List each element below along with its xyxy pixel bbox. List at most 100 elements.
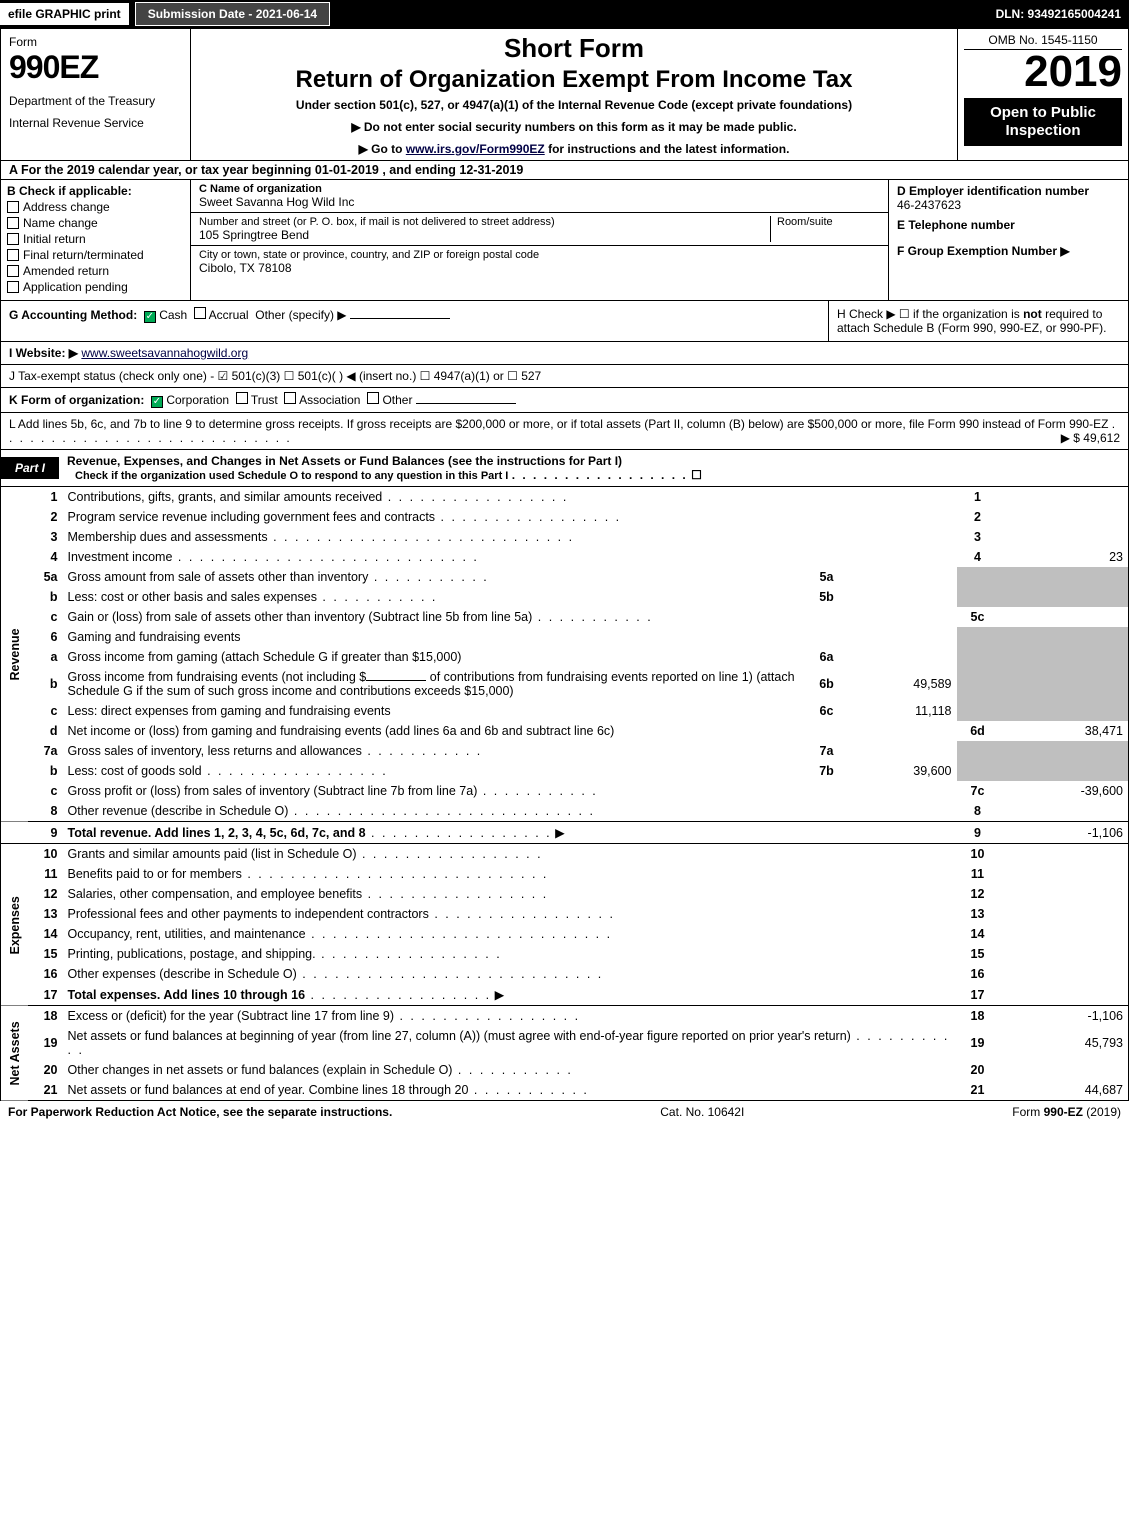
table-row: c Gain or (loss) from sale of assets oth… bbox=[1, 607, 1129, 627]
line-amount-shade bbox=[999, 587, 1129, 607]
table-row: 12 Salaries, other compensation, and emp… bbox=[1, 884, 1129, 904]
line-desc: Gross profit or (loss) from sales of inv… bbox=[63, 781, 957, 801]
goto-line: ▶ Go to www.irs.gov/Form990EZ for instru… bbox=[201, 142, 947, 156]
header-right: OMB No. 1545-1150 2019 Open to Public In… bbox=[958, 29, 1128, 160]
part1-sub-chk: ☐ bbox=[691, 468, 702, 482]
line-desc: Program service revenue including govern… bbox=[63, 507, 957, 527]
line-desc: Total expenses. Add lines 10 through 16 … bbox=[63, 984, 957, 1006]
table-row: 17 Total expenses. Add lines 10 through … bbox=[1, 984, 1129, 1006]
line-amount-shade bbox=[999, 667, 1129, 701]
line-box-shade bbox=[957, 587, 999, 607]
line-num: 6 bbox=[29, 627, 63, 647]
line-box: 10 bbox=[957, 844, 999, 864]
table-row: 13 Professional fees and other payments … bbox=[1, 904, 1129, 924]
line-desc: Gross income from gaming (attach Schedul… bbox=[63, 647, 807, 667]
table-row: a Gross income from gaming (attach Sched… bbox=[1, 647, 1129, 667]
chk-final-return[interactable]: Final return/terminated bbox=[7, 248, 184, 262]
chk-application-pending[interactable]: Application pending bbox=[7, 280, 184, 294]
chk-address-change[interactable]: Address change bbox=[7, 200, 184, 214]
line-amount bbox=[999, 864, 1129, 884]
table-row: 16 Other expenses (describe in Schedule … bbox=[1, 964, 1129, 984]
line-box: 3 bbox=[957, 527, 999, 547]
inbox-label: 6c bbox=[807, 701, 847, 721]
chk-cash-icon: ✓ bbox=[144, 311, 156, 323]
line-desc: Less: cost of goods sold bbox=[63, 761, 807, 781]
form-code: 990EZ bbox=[9, 49, 182, 86]
part1-title-wrap: Revenue, Expenses, and Changes in Net As… bbox=[59, 450, 1128, 486]
chk-amended-return[interactable]: Amended return bbox=[7, 264, 184, 278]
table-row: d Net income or (loss) from gaming and f… bbox=[1, 721, 1129, 741]
line-amount bbox=[999, 801, 1129, 822]
k-other: Other bbox=[382, 393, 412, 407]
table-row: b Gross income from fundraising events (… bbox=[1, 667, 1129, 701]
table-row: b Less: cost of goods sold 7b 39,600 bbox=[1, 761, 1129, 781]
revenue-section-label: Revenue bbox=[1, 487, 29, 822]
line-amount bbox=[999, 924, 1129, 944]
k-label: K Form of organization: bbox=[9, 393, 144, 407]
line-desc: Net income or (loss) from gaming and fun… bbox=[63, 721, 957, 741]
line-num: c bbox=[29, 701, 63, 721]
table-row: c Less: direct expenses from gaming and … bbox=[1, 701, 1129, 721]
line-amount bbox=[999, 607, 1129, 627]
line-desc: Salaries, other compensation, and employ… bbox=[63, 884, 957, 904]
footer-right: Form 990-EZ (2019) bbox=[1012, 1105, 1121, 1119]
line-desc: Other changes in net assets or fund bala… bbox=[63, 1060, 957, 1080]
inbox-label: 6b bbox=[807, 667, 847, 701]
chk-initial-return[interactable]: Initial return bbox=[7, 232, 184, 246]
line-box-shade bbox=[957, 667, 999, 701]
line-amount: 38,471 bbox=[999, 721, 1129, 741]
short-form-title: Short Form bbox=[201, 33, 947, 64]
line-box: 7c bbox=[957, 781, 999, 801]
org-name: Sweet Savanna Hog Wild Inc bbox=[199, 195, 880, 209]
chk-name-change[interactable]: Name change bbox=[7, 216, 184, 230]
line-box: 12 bbox=[957, 884, 999, 904]
return-title: Return of Organization Exempt From Incom… bbox=[201, 66, 947, 94]
part1-sub-dots bbox=[512, 468, 688, 482]
line-desc: Net assets or fund balances at end of ye… bbox=[63, 1080, 957, 1101]
part1-title: Revenue, Expenses, and Changes in Net As… bbox=[67, 454, 622, 468]
line-amount: -1,106 bbox=[999, 822, 1129, 844]
line-box: 21 bbox=[957, 1080, 999, 1101]
line-num: 21 bbox=[29, 1080, 63, 1101]
line-box: 13 bbox=[957, 904, 999, 924]
line-num: b bbox=[29, 587, 63, 607]
netassets-section-label: Net Assets bbox=[1, 1006, 29, 1101]
line-amount bbox=[999, 507, 1129, 527]
inbox-value bbox=[847, 587, 957, 607]
header-middle: Short Form Return of Organization Exempt… bbox=[191, 29, 958, 160]
line-desc: Total revenue. Add lines 1, 2, 3, 4, 5c,… bbox=[63, 822, 957, 844]
line-box: 8 bbox=[957, 801, 999, 822]
section-b: B Check if applicable: Address change Na… bbox=[1, 180, 191, 300]
line-desc: Less: cost or other basis and sales expe… bbox=[63, 587, 807, 607]
footer-mid: Cat. No. 10642I bbox=[660, 1105, 744, 1119]
line-num: 15 bbox=[29, 944, 63, 964]
line-amount: 45,793 bbox=[999, 1026, 1129, 1060]
form-header: Form 990EZ Department of the Treasury In… bbox=[0, 28, 1129, 161]
line-num: 1 bbox=[29, 487, 63, 507]
line-amount: -39,600 bbox=[999, 781, 1129, 801]
line-num: 18 bbox=[29, 1006, 63, 1026]
line-desc: Gain or (loss) from sale of assets other… bbox=[63, 607, 957, 627]
website-link[interactable]: www.sweetsavannahogwild.org bbox=[81, 346, 248, 360]
do-not-enter: ▶ Do not enter social security numbers o… bbox=[201, 120, 947, 134]
line-num: 3 bbox=[29, 527, 63, 547]
g-other: Other (specify) ▶ bbox=[255, 308, 346, 322]
line-box-shade bbox=[957, 741, 999, 761]
line-num: 11 bbox=[29, 864, 63, 884]
line-desc: Investment income bbox=[63, 547, 957, 567]
line-num: 7a bbox=[29, 741, 63, 761]
line-num: 8 bbox=[29, 801, 63, 822]
inbox-label: 7b bbox=[807, 761, 847, 781]
line-num: a bbox=[29, 647, 63, 667]
table-row: 3 Membership dues and assessments 3 bbox=[1, 527, 1129, 547]
department-treasury: Department of the Treasury bbox=[9, 94, 182, 108]
line-box: 11 bbox=[957, 864, 999, 884]
line-amount bbox=[999, 527, 1129, 547]
goto-link[interactable]: www.irs.gov/Form990EZ bbox=[406, 142, 545, 156]
line-box: 20 bbox=[957, 1060, 999, 1080]
k-assoc: Association bbox=[299, 393, 360, 407]
line-amount-shade bbox=[999, 761, 1129, 781]
chk-trust-icon bbox=[236, 392, 248, 404]
c-city-label: City or town, state or province, country… bbox=[199, 249, 880, 261]
d-ein: 46-2437623 bbox=[897, 198, 1120, 212]
